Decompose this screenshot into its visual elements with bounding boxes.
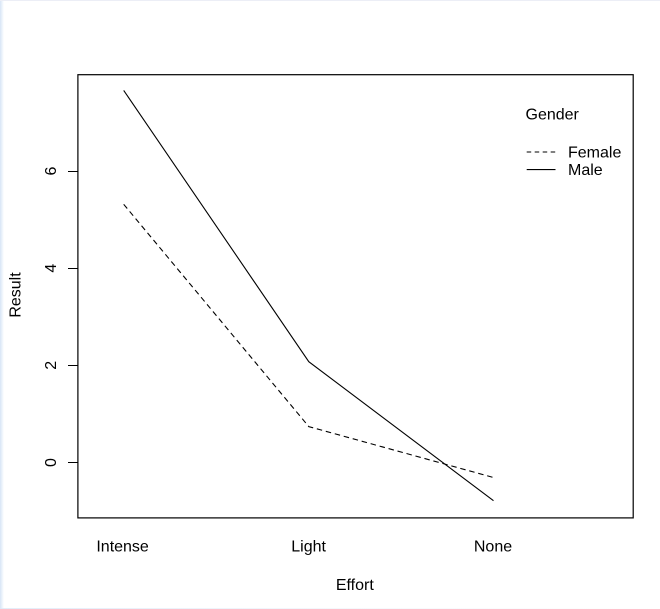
svg-text:Female: Female — [568, 145, 621, 162]
svg-text:0: 0 — [43, 458, 60, 467]
svg-text:2: 2 — [43, 361, 60, 370]
svg-text:Effort: Effort — [336, 577, 375, 594]
svg-text:None: None — [474, 539, 512, 556]
svg-text:Intense: Intense — [96, 539, 149, 556]
svg-text:Result: Result — [8, 272, 25, 318]
svg-text:6: 6 — [43, 166, 60, 175]
svg-text:Gender: Gender — [526, 107, 580, 124]
svg-text:Light: Light — [291, 539, 326, 556]
svg-text:Male: Male — [568, 162, 603, 179]
svg-text:4: 4 — [43, 264, 60, 273]
